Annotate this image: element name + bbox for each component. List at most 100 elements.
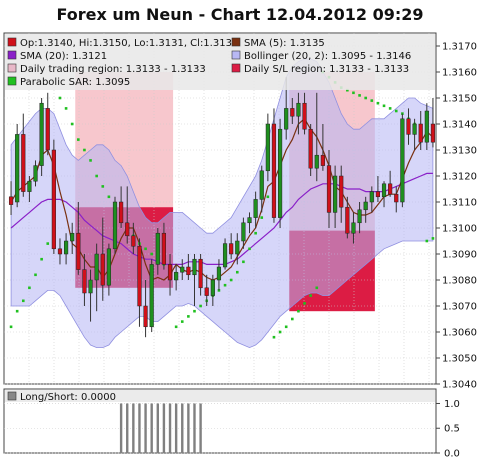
candle-body: [216, 266, 222, 281]
candle: [345, 196, 350, 239]
candle-body: [180, 266, 185, 273]
sar-point: [144, 247, 147, 251]
long-short-bar: [132, 403, 135, 453]
sar-point: [101, 185, 105, 188]
candle-body: [70, 232, 75, 242]
sub-grid: [4, 403, 436, 454]
y-tick-label: 1.3130: [442, 146, 477, 157]
candle-body: [381, 183, 387, 198]
y-tick-label: 1.3080: [442, 276, 477, 287]
sar-point: [278, 330, 282, 334]
candle: [235, 233, 240, 265]
y-tick-label: 1.3070: [442, 302, 477, 313]
candle-body: [210, 279, 215, 296]
candle-body: [8, 196, 14, 205]
candle: [290, 98, 295, 124]
sar-point: [174, 325, 178, 329]
legend-swatch: [7, 76, 17, 86]
legend-swatch: [7, 37, 17, 47]
candle-body: [161, 232, 166, 265]
sar-point: [242, 260, 245, 264]
candle: [82, 254, 87, 306]
candle: [192, 254, 197, 306]
candle-body: [406, 118, 411, 135]
candle: [278, 118, 283, 228]
sar-point: [217, 289, 221, 292]
candle-body: [375, 191, 380, 198]
candle: [21, 113, 26, 197]
chart-title: Forex um Neun - Chart 12.04.2012 09:29: [56, 5, 423, 24]
candle: [33, 160, 38, 187]
candle-body: [430, 123, 436, 143]
sar-point: [15, 309, 19, 313]
candle: [406, 108, 411, 145]
main-y-axis: 1.3170 1.3160 1.3150 1.3140 1.3130 1.3120 1.31…: [436, 42, 477, 391]
sma-lines: [10, 117, 434, 281]
candle-body: [314, 154, 319, 169]
candle: [204, 274, 209, 306]
candle-body: [119, 201, 124, 224]
candle: [430, 98, 436, 148]
sar-point: [107, 195, 111, 199]
candle: [222, 238, 228, 270]
candle: [308, 124, 313, 176]
sar-point: [95, 174, 98, 178]
candle-body: [388, 183, 393, 195]
candle: [131, 222, 136, 254]
candle-body: [296, 102, 301, 117]
candle-body: [57, 248, 63, 255]
candle-body: [424, 110, 429, 143]
candle-body: [155, 232, 160, 265]
candle: [381, 181, 387, 208]
sar-point: [70, 122, 74, 126]
candle: [326, 150, 332, 228]
candle-body: [192, 258, 197, 276]
y-tick-label: 1.3110: [442, 198, 477, 209]
candle-body: [278, 128, 283, 218]
sar-point: [46, 242, 50, 245]
sar-point: [254, 231, 257, 235]
candle: [112, 196, 118, 254]
sar-point: [235, 270, 239, 274]
legend-swatch: [7, 50, 17, 60]
candle-body: [290, 108, 295, 117]
sar-point: [248, 247, 251, 251]
candle: [388, 170, 393, 197]
legend-swatch: [231, 50, 241, 60]
candle: [70, 222, 75, 254]
candle-body: [149, 264, 154, 328]
candle-body: [186, 266, 191, 276]
sar-point: [388, 107, 392, 110]
candle-body: [39, 102, 44, 166]
long-short-bar: [168, 403, 172, 453]
sub-y-tick-label: 0.5: [444, 424, 460, 435]
candle: [64, 233, 69, 265]
candle-body: [247, 217, 252, 224]
candle-body: [241, 222, 246, 242]
long-short-bar: [193, 403, 196, 453]
candle: [424, 103, 429, 150]
candle-body: [394, 193, 399, 203]
candle: [296, 92, 301, 135]
sar-point: [394, 109, 398, 113]
sar-point: [223, 283, 227, 287]
sar-point: [229, 278, 233, 282]
candle-body: [204, 287, 209, 296]
sar-point: [34, 273, 37, 277]
candle: [39, 98, 44, 176]
main-legend: Op:1.3140, Hi:1.3150, Lo:1.3131, Cl:1.31…: [5, 34, 435, 90]
sar-point: [21, 299, 25, 303]
candle: [363, 196, 368, 223]
y-tick-label: 1.3050: [442, 354, 477, 365]
sar-point: [297, 309, 300, 313]
candle-body: [265, 123, 270, 172]
candle: [394, 186, 399, 213]
sar-point: [199, 304, 202, 308]
legend-label: Op:1.3140, Hi:1.3150, Lo:1.3131, Cl:1.31…: [20, 38, 238, 49]
candle: [400, 113, 405, 208]
candle: [94, 243, 99, 312]
sar-point: [272, 335, 276, 339]
candle: [418, 111, 423, 150]
candle-body: [82, 269, 87, 294]
